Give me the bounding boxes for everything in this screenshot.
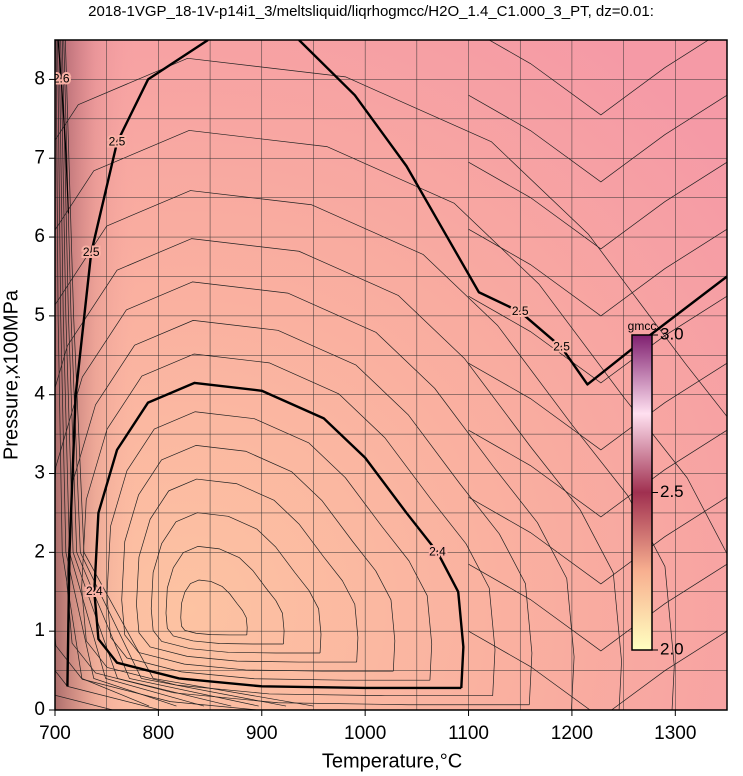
thin-contour: [468, 630, 727, 710]
y-tick-label: 0: [34, 699, 45, 720]
thin-contour: [468, 228, 727, 317]
thin-contour: [55, 190, 675, 710]
x-tick-label: 800: [143, 723, 175, 744]
thin-contour: [165, 546, 285, 645]
contour-label: 2.6: [53, 72, 70, 86]
contour-line: [93, 381, 465, 690]
thin-contour: [488, 40, 710, 116]
x-tick-label: 1300: [654, 723, 696, 744]
axes: 700 800 900 1000 1100 1200 1300 0 1 2 3 4 5 6 7 8: [34, 68, 696, 744]
thin-contour: [106, 411, 433, 681]
plot-frame: [54, 39, 728, 711]
contours: 2.5 2.5 2.5 2.5 2.4 2.4 2.6: [53, 40, 727, 690]
plot-shade: [55, 40, 727, 710]
colorbar-tick-label: 3.0: [660, 324, 684, 343]
x-tick-label: 1200: [551, 723, 593, 744]
thin-contour: [180, 579, 248, 636]
contour-label: 2.5: [83, 245, 100, 259]
y-tick-label: 1: [34, 620, 45, 641]
y-tick-label: 2: [34, 541, 45, 562]
thin-contour: [468, 94, 727, 183]
y-tick-label: 7: [34, 147, 45, 168]
colorbar-label: gmcc: [628, 319, 657, 333]
contour-label: 2.5: [109, 135, 126, 149]
grid: [55, 40, 727, 710]
thin-contour: [150, 512, 322, 654]
contour-line: [57, 40, 70, 214]
colorbar-scale: [631, 334, 653, 651]
contour-label: 2.4: [86, 584, 103, 598]
thin-contour: [61, 40, 259, 707]
thin-contour: [55, 281, 575, 710]
x-axis-label: Temperature,°C: [322, 750, 462, 772]
thin-contour: [55, 40, 150, 707]
colorbar-tick-label: 2.5: [660, 482, 684, 501]
y-tick-label: 8: [34, 68, 45, 89]
contour-label: 2.4: [429, 545, 446, 559]
thin-contours: [55, 40, 727, 710]
thin-contour: [468, 563, 727, 652]
thin-contour: [55, 130, 727, 555]
thin-contour: [60, 40, 232, 707]
thin-contour: [55, 238, 622, 710]
y-tick-label: 5: [34, 305, 45, 326]
contour-label: 2.5: [553, 340, 570, 354]
thin-contour: [468, 161, 727, 250]
thin-contour: [468, 362, 727, 451]
thin-contour: [64, 40, 314, 707]
contour-label: 2.5: [512, 304, 529, 318]
thin-contour: [136, 478, 359, 663]
y-axis-label: Pressure,x100MPa: [0, 289, 22, 460]
thin-contour: [468, 496, 727, 585]
colorbar-tick-label: 2.0: [660, 639, 684, 658]
contour-line: [66, 40, 209, 687]
thin-contour: [66, 320, 533, 706]
y-tick-label: 6: [34, 226, 45, 247]
y-tick-label: 4: [34, 384, 45, 405]
x-tick-label: 1100: [448, 723, 489, 744]
x-tick-label: 700: [39, 723, 71, 744]
y-tick-label: 3: [34, 463, 45, 484]
thin-contour: [468, 295, 727, 384]
thin-contour: [63, 40, 287, 707]
thin-contour: [468, 429, 727, 518]
thin-contour: [121, 445, 396, 672]
thin-contour: [57, 40, 177, 707]
x-tick-label: 900: [246, 723, 278, 744]
thin-contour: [55, 57, 727, 418]
chart-title: 2018-1VGP_18-1V-p14i1_3/meltsliquid/liqr…: [88, 3, 654, 20]
x-tick-label: 1000: [344, 723, 386, 744]
